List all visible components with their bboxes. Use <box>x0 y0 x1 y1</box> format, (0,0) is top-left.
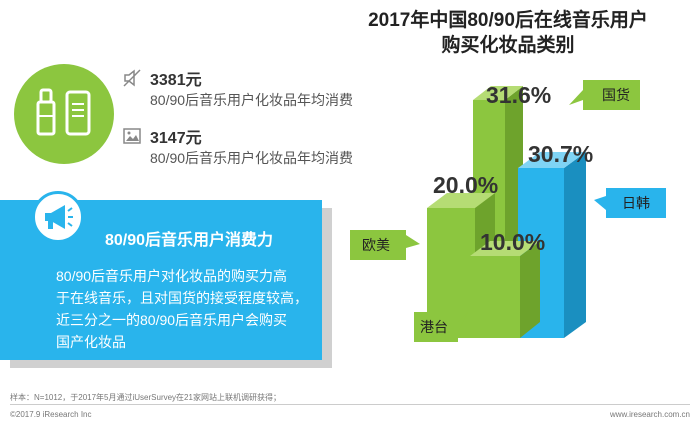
title-line-1: 2017年中国80/90后在线音乐用户 <box>368 10 648 31</box>
value-label-gangtai: 10.0% <box>480 229 545 255</box>
category-label-rihan: 日韩 <box>622 196 650 212</box>
stat-value: 3147元 <box>150 130 202 147</box>
category-label-guohuo: 国货 <box>602 87 630 104</box>
title-line-2: 购买化妆品类别 <box>441 35 575 56</box>
picture-icon <box>123 128 141 144</box>
category-tag-gangtai <box>414 312 468 342</box>
megaphone-icon <box>32 191 84 243</box>
stat-value: 3381元 <box>150 72 202 89</box>
chart-title: 2017年中国80/90后在线音乐用户 购买化妆品类别 <box>338 8 678 58</box>
callout-line: 于在线音乐，且对国货的接受程度较高， <box>56 290 308 306</box>
bar-chart-3d: 31.6% 30.7% 20.0% 10.0% 国货 日韩 欧美 港台 <box>350 80 666 342</box>
category-tag-oumei <box>350 230 420 260</box>
copyright: ©2017.9 iResearch Inc <box>10 410 92 419</box>
value-label-oumei: 20.0% <box>433 172 498 198</box>
value-label-guohuo: 31.6% <box>486 82 551 108</box>
callout-line: 80/90后音乐用户对化妆品的购买力高 <box>56 268 288 284</box>
callout-line: 近三分之一的80/90后音乐用户会购买 <box>56 312 288 328</box>
value-label-rihan: 30.7% <box>528 141 593 167</box>
callout-line: 国产化妆品 <box>56 334 126 350</box>
stat-description: 80/90后音乐用户化妆品年均消费 <box>150 150 354 166</box>
callout-heading: 80/90后音乐用户消费力 <box>105 232 274 249</box>
stat-description: 80/90后音乐用户化妆品年均消费 <box>150 92 354 108</box>
category-tag-guohuo <box>569 80 640 110</box>
bar-gangtai-side <box>520 241 540 338</box>
bar-guohuo-top <box>473 86 523 100</box>
category-tag-rihan <box>594 188 666 218</box>
bar-oumei-top <box>427 193 495 208</box>
category-label-gangtai: 港台 <box>420 320 448 336</box>
bar-gangtai-top <box>470 241 540 256</box>
sample-note: 样本：N=1012，于2017年5月通过iUserSurvey在21家网站上联机… <box>10 393 281 402</box>
footer-divider <box>10 404 690 405</box>
cosmetics-icon <box>14 64 114 164</box>
callout-text: 80/90后音乐用户对化妆品的购买力高 于在线音乐，且对国货的接受程度较高， 近… <box>56 265 328 353</box>
category-label-oumei: 欧美 <box>362 238 390 254</box>
website-url: www.iresearch.com.cn <box>609 410 690 419</box>
bar-gangtai-front <box>470 256 520 338</box>
bar-rihan-side <box>564 152 586 338</box>
bar-rihan-top <box>518 152 586 168</box>
audio-speaker-icon <box>123 69 141 87</box>
